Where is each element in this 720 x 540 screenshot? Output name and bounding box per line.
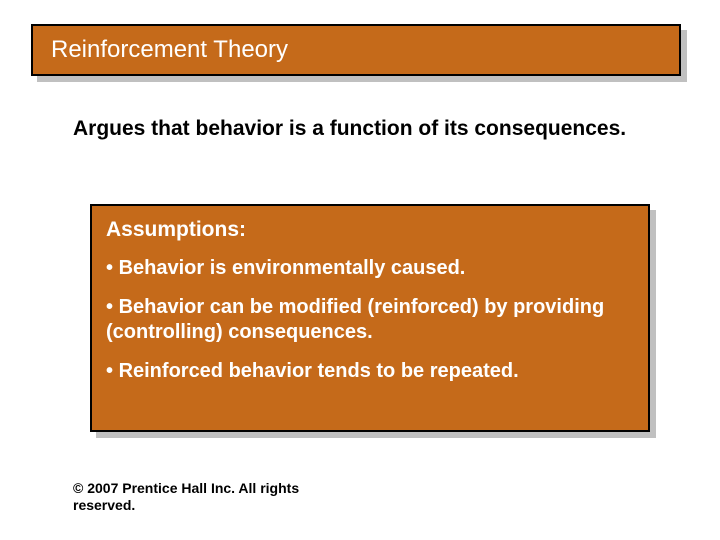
bullet-item: • Behavior is environmentally caused. [106, 256, 634, 281]
bullet-item: • Reinforced behavior tends to be repeat… [106, 359, 634, 384]
bullet-text: Behavior is environmentally caused. [119, 257, 466, 279]
assumptions-heading: Assumptions: [106, 218, 634, 242]
bullet-item: • Behavior can be modified (reinforced) … [106, 295, 634, 345]
main-statement: Argues that behavior is a function of it… [73, 116, 633, 142]
bullet-text: Reinforced behavior tends to be repeated… [119, 360, 519, 382]
copyright-footer: © 2007 Prentice Hall Inc. All rights res… [73, 480, 333, 514]
assumptions-box: Assumptions: • Behavior is environmental… [90, 204, 650, 432]
title-bar: Reinforcement Theory [31, 24, 681, 76]
bullet-text: Behavior can be modified (reinforced) by… [106, 296, 604, 343]
slide-title: Reinforcement Theory [51, 36, 288, 64]
